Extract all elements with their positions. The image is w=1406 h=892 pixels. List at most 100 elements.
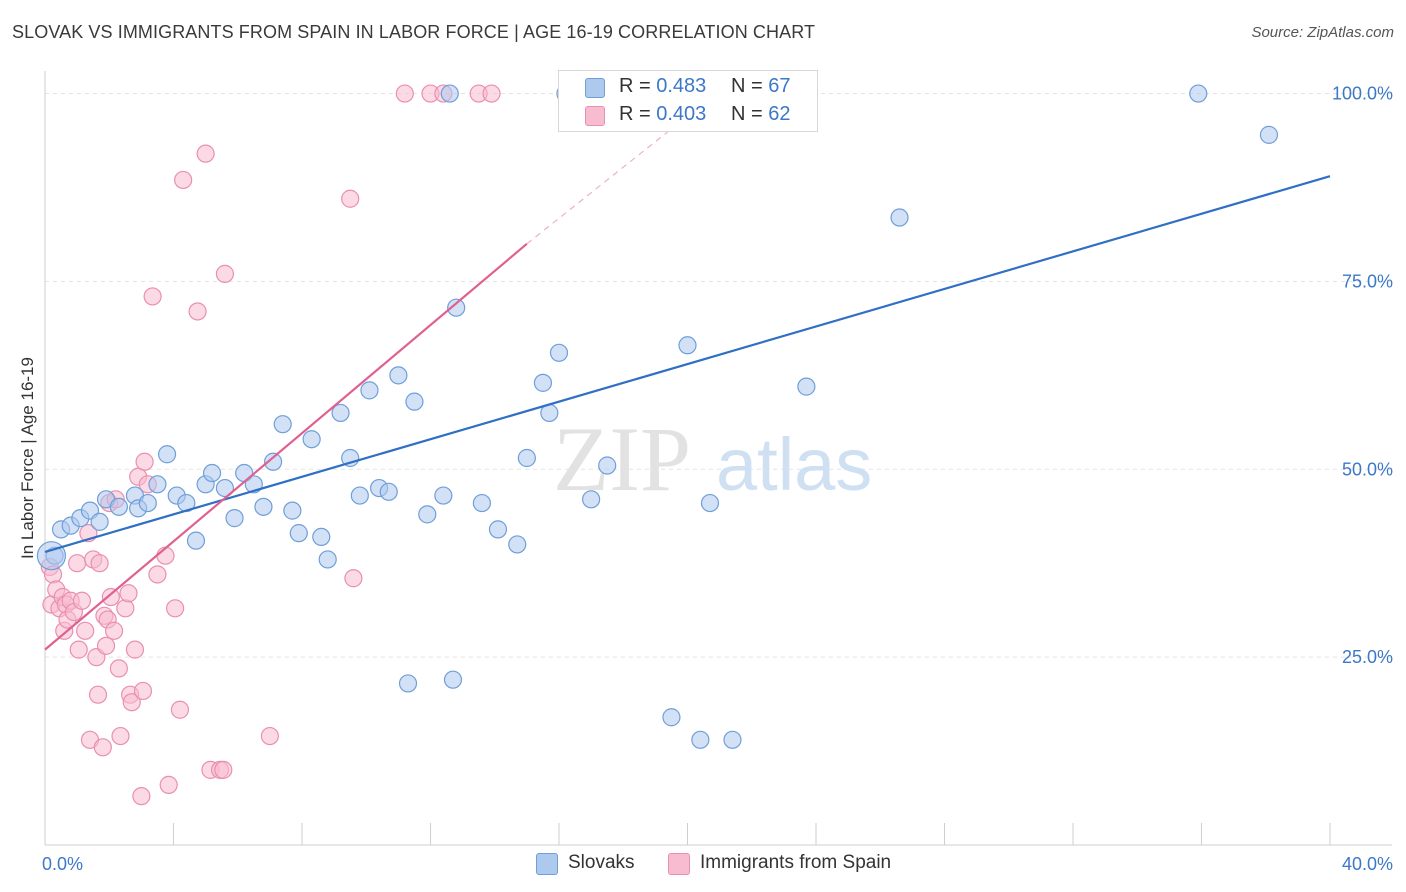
- slovaks-point-18: [215, 478, 234, 498]
- slovaks-point-44: [472, 493, 491, 513]
- slovaks-point-24: [273, 415, 292, 434]
- spain-point-37: [132, 787, 151, 806]
- slovaks-point-43: [447, 298, 466, 317]
- slovaks-point-38: [405, 392, 424, 411]
- slovaks-point-53: [582, 490, 601, 509]
- spain-trend-line: [44, 242, 528, 651]
- watermark-zip: ZIP: [553, 408, 691, 510]
- spain-point-13: [72, 591, 92, 610]
- spain-point-42: [148, 565, 167, 584]
- slovaks-point-27: [302, 430, 321, 449]
- x-tick-label-0: 0.0%: [42, 854, 83, 874]
- slovaks-point-39: [418, 505, 437, 524]
- slovaks-point-large: [36, 541, 67, 571]
- slovaks-r: R = 0.483: [619, 75, 707, 97]
- tick-labels: 25.0% 50.0% 75.0% 100.0% 0.0% 40.0%: [42, 84, 1393, 874]
- spain-trend-extension: [526, 115, 688, 245]
- slovaks-point-11: [148, 475, 167, 494]
- slovaks-point-30: [331, 403, 350, 423]
- chart-title: SLOVAK VS IMMIGRANTS FROM SPAIN IN LABOR…: [12, 22, 816, 42]
- slovaks-point-28: [312, 527, 331, 547]
- slovaks-point-63: [890, 208, 909, 227]
- spain-point-45: [166, 599, 185, 618]
- y-axis-label: In Labor Force | Age 16-19: [18, 357, 37, 559]
- slovaks-point-60: [723, 730, 742, 749]
- y-tick-label-75: 75.0%: [1342, 271, 1393, 291]
- slovaks-point-62: [797, 377, 816, 396]
- slovaks-point-19: [225, 509, 244, 528]
- series-legend: Slovaks Immigrants from Spain: [0, 851, 1406, 879]
- watermark: ZIP atlas: [553, 408, 872, 510]
- spain-point-31: [116, 599, 135, 618]
- slovaks-point-56: [678, 336, 697, 355]
- spain-point-57: [395, 84, 414, 103]
- slovaks-point-22: [254, 497, 273, 516]
- slovaks-point-33: [360, 381, 379, 400]
- slovaks-point-41: [440, 84, 459, 103]
- spain-point-46: [170, 700, 190, 719]
- spain-point-53: [215, 264, 234, 283]
- spain-point-55: [341, 189, 360, 208]
- slovaks-point-35: [379, 482, 398, 501]
- slovaks-point-5: [90, 512, 109, 531]
- slovaks-point-32: [350, 486, 369, 505]
- spain-swatch: [585, 106, 605, 126]
- spain-point-23: [96, 636, 116, 655]
- spain-point-20: [90, 554, 109, 573]
- spain-point-11: [68, 554, 87, 573]
- slovaks-point-65: [1259, 125, 1279, 144]
- immigrants-from-spain-points: [40, 84, 501, 806]
- slovaks-point-47: [517, 448, 536, 468]
- axes: [44, 71, 1392, 846]
- spain-point-54: [260, 726, 279, 746]
- slovaks-points: [36, 84, 1279, 749]
- slovaks-point-64: [1189, 84, 1208, 103]
- slovaks-point-26: [289, 524, 308, 543]
- legend-spain-swatch: [668, 853, 690, 875]
- spain-point-27: [104, 621, 124, 640]
- slovaks-point-46: [508, 535, 527, 554]
- slovaks-point-29: [318, 550, 337, 569]
- slovaks-point-25: [283, 501, 302, 520]
- trend-lines: [44, 115, 1331, 651]
- spain-point-41: [143, 287, 162, 306]
- y-tick-label-50: 50.0%: [1342, 459, 1393, 479]
- spain-point-60: [482, 84, 501, 103]
- slovaks-swatch: [585, 78, 605, 98]
- spain-point-30: [111, 726, 130, 746]
- spain-point-32: [119, 584, 138, 603]
- slovaks-point-42: [443, 670, 463, 689]
- slovaks-point-40: [434, 486, 453, 505]
- slovaks-point-45: [488, 520, 508, 539]
- spain-point-49: [196, 144, 215, 163]
- spain-point-48: [188, 302, 207, 321]
- spain-point-39: [135, 452, 154, 471]
- slovaks-n: N = 67: [731, 75, 791, 97]
- spain-point-26: [101, 587, 120, 607]
- slovaks-point-58: [700, 493, 720, 513]
- spain-point-35: [125, 640, 145, 659]
- spain-point-12: [69, 640, 88, 659]
- spain-point-52: [214, 760, 233, 779]
- spain-point-14: [76, 621, 95, 640]
- spain-r: R = 0.403: [619, 103, 707, 125]
- spain-point-43: [156, 546, 175, 565]
- slovaks-point-7: [109, 497, 128, 516]
- legend-slovaks-swatch: [536, 853, 558, 875]
- stats-legend: R = 0.483 N = 67 R = 0.403 N = 62: [558, 70, 818, 132]
- slovaks-point-15: [186, 531, 206, 550]
- grid-lines: [45, 93, 1392, 658]
- chart-source: Source: ZipAtlas.com: [1251, 24, 1394, 41]
- watermark-atlas: atlas: [716, 423, 872, 506]
- legend-slovaks-label: Slovaks: [568, 852, 635, 873]
- slovaks-point-50: [549, 343, 569, 362]
- slovaks-point-48: [533, 373, 553, 392]
- slovaks-point-37: [398, 674, 418, 693]
- spain-point-21: [93, 738, 112, 757]
- slovaks-point-54: [598, 456, 617, 475]
- y-tick-label-100: 100.0%: [1332, 84, 1393, 104]
- slovaks-trend-line: [44, 175, 1331, 553]
- y-tick-label-25: 25.0%: [1342, 647, 1393, 667]
- slovaks-point-12: [157, 445, 177, 464]
